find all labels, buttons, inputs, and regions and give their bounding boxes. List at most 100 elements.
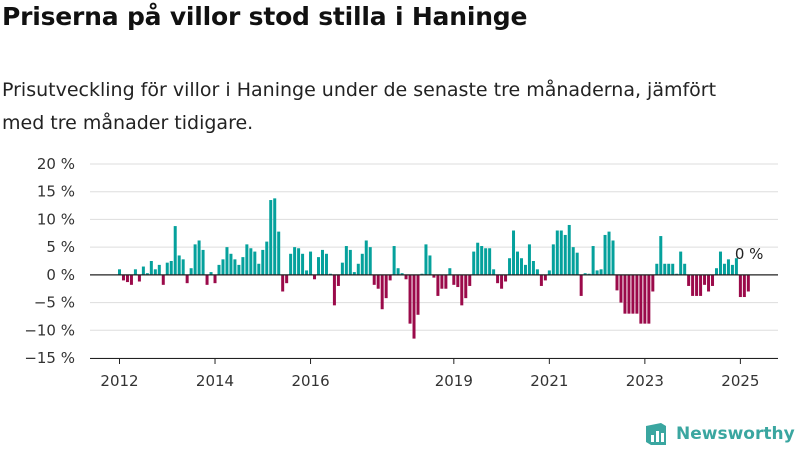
newsworthy-logo: Newsworthy [643,419,795,449]
bar [519,258,523,275]
y-tick-label: 10 % [37,210,75,228]
bar [663,263,667,275]
bar [177,255,181,275]
bar [261,249,265,275]
bar [293,247,297,275]
bar [392,246,396,275]
bar [209,272,213,275]
bar [726,259,730,275]
bar [285,274,289,284]
bar [472,251,476,275]
bar [687,274,691,286]
bar [340,262,344,275]
bar [165,262,169,275]
x-tick-label: 2025 [721,372,759,390]
x-tick-label: 2023 [626,372,664,390]
bar [265,241,269,275]
bar [205,274,209,285]
bar [715,268,718,275]
bar [699,274,703,296]
bar [356,263,360,275]
bar [484,248,488,275]
bar [344,246,348,275]
brand-name: Newsworthy [676,424,795,444]
bar [551,244,555,275]
bar [730,264,734,275]
bar [508,258,512,275]
bar [257,263,261,275]
bar [476,242,480,275]
bar [718,251,722,275]
bar [249,248,253,275]
bar [412,274,416,339]
bar [317,257,320,275]
bar [643,274,647,324]
x-tick-label: 2019 [435,372,473,390]
bar [245,244,249,275]
bar [153,269,157,275]
bar [149,261,153,275]
bar [125,274,129,283]
bar [213,274,217,284]
bar [273,198,277,275]
bar [599,269,603,275]
bar [575,252,579,275]
bar [428,255,432,275]
gridlines [90,163,778,359]
bar [619,274,623,303]
bar [324,253,328,275]
bar [380,274,384,310]
bar [444,274,448,289]
bar [523,264,527,275]
bar [703,274,707,285]
x-axis-ticks: 2012 2014 2016 2019 2021 2023 2025 [100,358,759,390]
bar [464,274,468,299]
bar [118,269,121,275]
x-tick-label: 2014 [196,372,234,390]
bar [297,248,301,275]
bar [516,251,519,275]
bar [376,274,380,289]
bar [424,244,428,275]
bar [181,259,185,275]
bar [631,274,635,314]
bar [496,274,500,284]
bar [746,274,750,292]
bar [448,268,452,275]
y-tick-label: −10 % [24,321,75,339]
bar [468,274,472,286]
x-tick-label: 2021 [530,372,568,390]
bar [137,274,141,282]
bar [241,257,245,275]
bar [456,274,460,288]
bar [352,272,356,275]
bar [559,230,563,275]
bar [500,274,504,289]
bar [364,240,368,275]
bar [527,244,531,275]
bar [185,274,189,284]
bar [253,251,257,275]
bar [129,274,133,285]
bar [603,234,607,275]
bar [635,274,639,314]
bar [679,251,683,275]
bar [348,249,352,275]
newsworthy-logo-icon [646,423,666,445]
y-tick-label: 0 % [46,266,75,284]
x-tick-label: 2016 [291,372,329,390]
chart-subtitle: Prisutveckling för villor i Haninge unde… [2,79,717,134]
bar [440,274,444,289]
latest-value-annotation: 0 % [735,245,764,263]
bar [667,263,671,275]
bar [217,264,221,275]
y-tick-label: −15 % [24,349,75,367]
bar [683,263,687,275]
bar [384,274,388,299]
y-tick-label: 5 % [46,238,75,256]
bar [161,274,165,285]
bar [504,274,508,282]
bar [197,240,201,275]
bar [571,247,575,275]
bar [201,249,205,275]
